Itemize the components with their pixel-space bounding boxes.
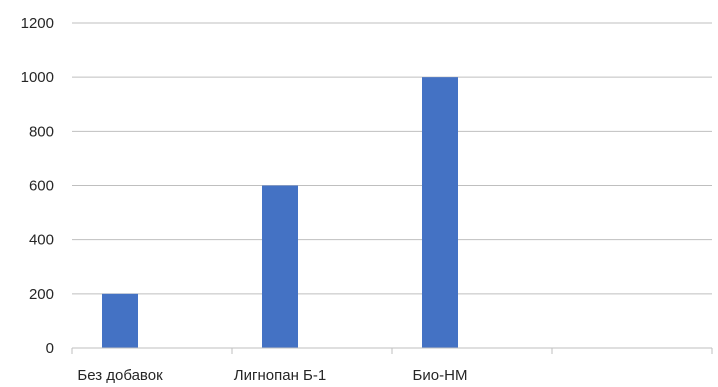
- bar: [262, 185, 298, 348]
- y-tick-label: 1200: [21, 15, 54, 32]
- y-tick-label: 800: [29, 123, 54, 140]
- y-tick-label: 200: [29, 286, 54, 303]
- x-category-label: Без добавок: [77, 367, 163, 384]
- y-tick-label: 400: [29, 232, 54, 249]
- y-tick-label: 600: [29, 178, 54, 195]
- x-category-label: Био-НМ: [413, 367, 468, 384]
- bars: [102, 77, 458, 349]
- x-category-label: Лигнопан Б-1: [234, 367, 326, 384]
- bar: [422, 77, 458, 349]
- bar: [102, 293, 138, 348]
- y-axis-ticks: 0 200 400 600 800 1000 1200: [21, 15, 54, 357]
- x-axis: [71, 347, 713, 354]
- x-axis-labels: Без добавок Лигнопан Б-1 Био-НМ: [77, 367, 467, 384]
- gridlines: [72, 22, 712, 295]
- y-tick-label: 1000: [21, 69, 54, 86]
- y-tick-label: 0: [46, 340, 54, 357]
